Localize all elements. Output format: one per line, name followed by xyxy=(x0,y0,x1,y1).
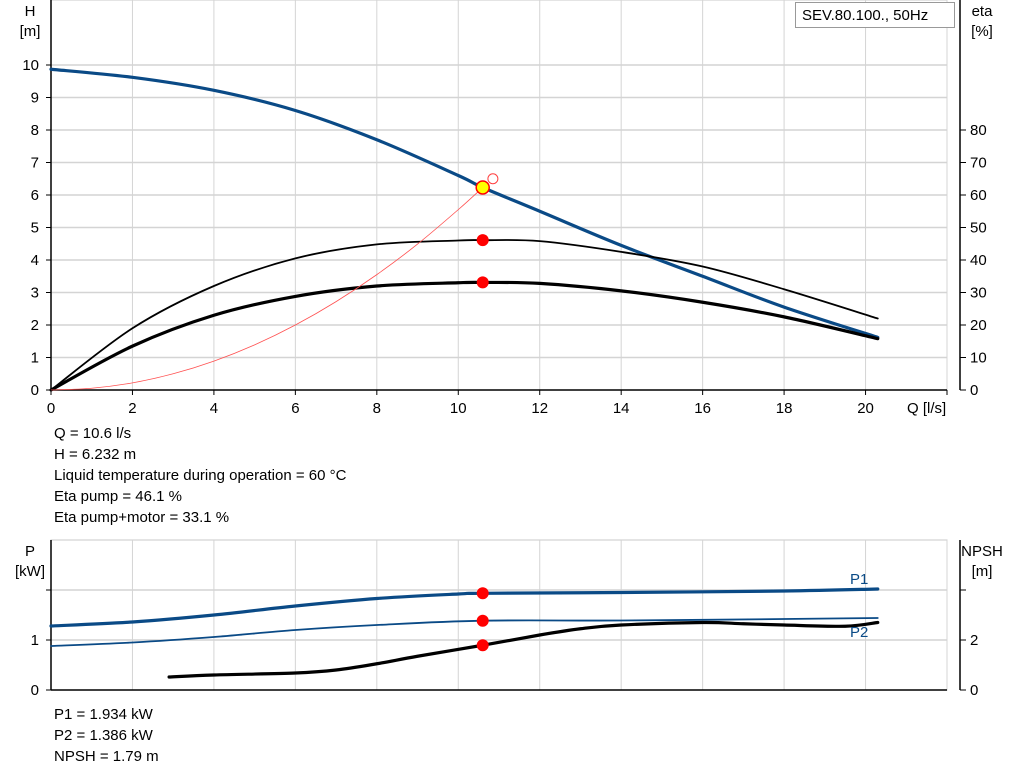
p1-series-label: P1 xyxy=(850,571,868,588)
y-tick-label-left: 10 xyxy=(22,57,39,74)
y-axis-unit-right: [m] xyxy=(972,563,993,580)
curve-system xyxy=(50,187,484,391)
y-tick-label-right: 50 xyxy=(970,220,987,237)
y-axis-title-left: P xyxy=(25,543,35,560)
y-tick-label-right: 60 xyxy=(970,187,987,204)
duty-point-marker xyxy=(475,180,490,195)
y-tick-label-right: 0 xyxy=(970,682,978,699)
info-top: Q = 10.6 l/s H = 6.232 m Liquid temperat… xyxy=(54,423,346,528)
y-tick-label-right: 0 xyxy=(970,382,978,399)
y-tick-label-right: 40 xyxy=(970,252,987,269)
y-tick-label-right: 30 xyxy=(970,285,987,302)
y-axis-unit-right: [%] xyxy=(971,23,993,40)
x-tick-label: 6 xyxy=(291,400,299,417)
curve-npsh xyxy=(167,620,880,679)
y-tick-label-right: 20 xyxy=(970,317,987,334)
y-axis-unit-left: [m] xyxy=(20,23,41,40)
info-temp: Liquid temperature during operation = 60… xyxy=(54,467,347,484)
y-tick-label-left: 0 xyxy=(31,382,39,399)
legend-box: SEV.80.100., 50Hz xyxy=(795,2,955,28)
curve-h xyxy=(49,67,880,339)
y-tick-label-left: 2 xyxy=(31,317,39,334)
y-axis-unit-left: [kW] xyxy=(15,563,45,580)
x-tick-label: 20 xyxy=(857,400,874,417)
y-tick-label-right: 70 xyxy=(970,155,987,172)
x-tick-label: 18 xyxy=(776,400,793,417)
p1-marker xyxy=(476,587,489,600)
info-p1: P1 = 1.934 kW xyxy=(54,706,153,723)
y-tick-label-right: 10 xyxy=(970,350,987,367)
x-tick-label: 4 xyxy=(210,400,218,417)
curve-eta-pump-motor xyxy=(49,280,880,392)
y-tick-label-left: 3 xyxy=(31,285,39,302)
info-eta-pump: Eta pump = 46.1 % xyxy=(54,488,182,505)
p2-marker xyxy=(476,614,489,627)
y-tick-label-left: 1 xyxy=(31,632,39,649)
y-tick-label-left: 4 xyxy=(31,252,39,269)
curve-p2 xyxy=(50,617,879,647)
x-tick-label: 10 xyxy=(450,400,467,417)
x-tick-label: 8 xyxy=(373,400,381,417)
y-tick-label-left: 9 xyxy=(31,90,39,107)
info-q: Q = 10.6 l/s xyxy=(54,425,132,442)
y-tick-label-right: 2 xyxy=(970,632,978,649)
x-tick-label: 0 xyxy=(47,400,55,417)
x-tick-label: 14 xyxy=(613,400,630,417)
y-tick-label-left: 0 xyxy=(31,682,39,699)
y-axis-title-right: NPSH xyxy=(961,543,1003,560)
curve-eta-pump xyxy=(50,239,879,391)
y-tick-label-right: 80 xyxy=(970,122,987,139)
info-h: H = 6.232 m xyxy=(54,446,137,463)
requested-point-marker xyxy=(487,173,499,185)
info-npsh: NPSH = 1.79 m xyxy=(54,748,159,765)
y-tick-label-left: 7 xyxy=(31,155,39,172)
plot-area xyxy=(50,539,948,691)
info-bottom: P1 = 1.934 kW P2 = 1.386 kW NPSH = 1.79 … xyxy=(54,704,159,767)
info-eta-total: Eta pump+motor = 33.1 % xyxy=(54,509,230,526)
x-axis-label: Q [l/s] xyxy=(907,400,946,417)
p2-series-label: P2 xyxy=(850,624,868,641)
eta-pump-marker xyxy=(476,234,489,247)
npsh-marker xyxy=(476,639,489,652)
info-p2: P2 = 1.386 kW xyxy=(54,727,153,744)
y-tick-label-left: 6 xyxy=(31,187,39,204)
y-axis-title-left: H xyxy=(25,3,36,20)
y-tick-label-left: 8 xyxy=(31,122,39,139)
y-tick-label-left: 1 xyxy=(31,350,39,367)
x-tick-label: 2 xyxy=(128,400,136,417)
y-tick-label-left: 5 xyxy=(31,220,39,237)
x-tick-label: 12 xyxy=(531,400,548,417)
y-axis-title-right: eta xyxy=(972,3,994,20)
x-tick-label: 16 xyxy=(694,400,711,417)
curve-p1 xyxy=(49,587,880,628)
eta-total-marker xyxy=(476,276,489,289)
